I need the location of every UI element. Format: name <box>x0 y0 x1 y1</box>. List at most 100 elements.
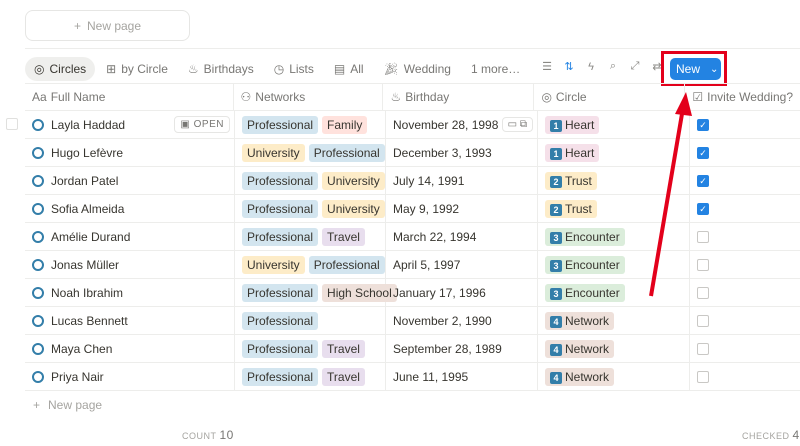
filter-icon[interactable]: ☰ <box>542 61 552 73</box>
lightning-icon[interactable]: ϟ <box>588 60 594 73</box>
settings-icon[interactable]: ⇄ <box>652 61 662 73</box>
name-cell[interactable]: Layla Haddad ▣ OPEN <box>25 111 235 138</box>
birthday-cell[interactable]: April 5, 1997 <box>386 251 538 278</box>
tab-birthdays[interactable]: ♨ Birthdays <box>187 62 254 76</box>
birthday-cell[interactable]: September 28, 1989 <box>386 335 538 362</box>
column-networks[interactable]: ⚇ Networks <box>234 84 384 110</box>
name-cell[interactable]: Jordan Patel <box>25 167 235 194</box>
networks-cell[interactable]: Professional <box>235 307 386 334</box>
name-cell[interactable]: Noah Ibrahim <box>25 279 235 306</box>
birthday-cell[interactable]: March 22, 1994 <box>386 223 538 250</box>
circle-cell[interactable]: 4 Network <box>538 307 690 334</box>
column-full-name[interactable]: Aa Full Name <box>25 84 234 110</box>
tab-wedding[interactable]: 🎉︎ Wedding <box>383 62 451 76</box>
birthday-cell[interactable]: July 14, 1991 <box>386 167 538 194</box>
tab-lists[interactable]: ◷ Lists <box>273 62 314 76</box>
name-cell[interactable]: Lucas Bennett <box>25 307 235 334</box>
tab-all[interactable]: ▤ All <box>333 62 364 76</box>
table-icon: ▤ <box>333 62 346 76</box>
invite-cell <box>690 307 800 334</box>
text-icon: Aa <box>32 90 47 104</box>
invite-checkbox[interactable] <box>697 370 709 383</box>
birthday-cell[interactable]: June 11, 1995 <box>386 363 538 390</box>
search-icon[interactable]: ⌕ <box>609 60 617 72</box>
table-row[interactable]: Jonas Müller University Professional Apri… <box>25 251 800 279</box>
circle-tag: 2 Trust <box>545 171 597 190</box>
expand-icon[interactable]: ⤢ <box>630 60 640 72</box>
networks-cell[interactable]: University Professional <box>235 251 386 278</box>
row-select-checkbox[interactable] <box>6 118 18 130</box>
name-cell[interactable]: Jonas Müller <box>25 251 235 278</box>
network-tag: High School <box>322 283 397 302</box>
network-tag: University <box>242 143 305 162</box>
circle-cell[interactable]: 3 Encounter <box>538 279 690 306</box>
circle-cell[interactable]: 3 Encounter <box>538 223 690 250</box>
table-row[interactable]: Sofia Almeida Professional University May… <box>25 195 800 223</box>
circle-cell[interactable]: 4 Network <box>538 363 690 390</box>
person-icon <box>32 286 44 299</box>
tab-by-circle[interactable]: ⊞ by Circle <box>106 62 168 76</box>
invite-checkbox[interactable] <box>697 230 709 243</box>
invite-checkbox[interactable]: ✓ <box>697 202 709 215</box>
column-invite-wedding[interactable]: ☑ Invite Wedding? <box>692 90 793 104</box>
networks-cell[interactable]: Professional University <box>235 195 386 222</box>
divider <box>25 48 800 49</box>
table-row[interactable]: Maya Chen Professional Travel September 2… <box>25 335 800 363</box>
table-row[interactable]: Layla Haddad ▣ OPEN Professional Family No… <box>25 111 800 139</box>
networks-cell[interactable]: Professional Family <box>235 111 386 138</box>
table-row[interactable]: Hugo Lefèvre University Professional Dece… <box>25 139 800 167</box>
networks-cell[interactable]: Professional Travel <box>235 335 386 362</box>
name-cell[interactable]: Sofia Almeida <box>25 195 235 222</box>
target-icon: ◎ <box>34 62 45 76</box>
circle-cell[interactable]: 2 Trust <box>538 195 690 222</box>
new-page-button[interactable]: + New page <box>25 10 190 41</box>
invite-checkbox[interactable] <box>697 258 709 271</box>
invite-checkbox[interactable] <box>697 286 709 299</box>
networks-cell[interactable]: Professional Travel <box>235 223 386 250</box>
invite-checkbox[interactable] <box>697 314 709 327</box>
circle-cell[interactable]: 1 Heart <box>538 111 690 138</box>
circle-cell[interactable]: 3 Encounter <box>538 251 690 278</box>
tab-more[interactable]: 1 more… <box>470 62 521 76</box>
invite-checkbox[interactable]: ✓ <box>697 174 709 187</box>
invite-checkbox[interactable]: ✓ <box>697 118 709 131</box>
name-cell[interactable]: Amélie Durand <box>25 223 235 250</box>
birthday-cell[interactable]: November 2, 1990 <box>386 307 538 334</box>
circle-tag: 3 Encounter <box>545 283 625 302</box>
chevron-down-icon[interactable]: ⌄ <box>710 63 719 75</box>
new-button[interactable]: New ⌄ <box>670 58 721 80</box>
invite-checkbox[interactable] <box>697 342 709 355</box>
open-button[interactable]: ▣ OPEN <box>174 116 230 133</box>
comment-icon[interactable]: ▭ ⧉ <box>501 117 533 132</box>
networks-cell[interactable]: Professional University <box>235 167 386 194</box>
table-row[interactable]: Lucas Bennett Professional November 2, 1… <box>25 307 800 335</box>
table-row[interactable]: Jordan Patel Professional University July… <box>25 167 800 195</box>
table-row[interactable]: Noah Ibrahim Professional High School Jan… <box>25 279 800 307</box>
name-cell[interactable]: Hugo Lefèvre <box>25 139 235 166</box>
add-row-button[interactable]: + New page <box>33 398 103 412</box>
networks-cell[interactable]: University Professional <box>235 139 386 166</box>
name-cell[interactable]: Maya Chen <box>25 335 235 362</box>
birthday-cell[interactable]: January 17, 1996 <box>386 279 538 306</box>
person-icon <box>32 314 44 327</box>
birthday-cell[interactable]: November 28, 1998 ▭ ⧉ <box>386 111 538 138</box>
circle-cell[interactable]: 4 Network <box>538 335 690 362</box>
tab-circles[interactable]: ◎ Circles <box>25 57 96 81</box>
person-icon <box>32 146 44 159</box>
birthday-cell[interactable]: May 9, 1992 <box>386 195 538 222</box>
invite-checkbox[interactable]: ✓ <box>697 146 709 159</box>
networks-cell[interactable]: Professional High School <box>235 279 397 306</box>
invite-cell <box>690 363 800 390</box>
circle-cell[interactable]: 1 Heart <box>538 139 690 166</box>
circle-tag: 4 Network <box>545 311 615 330</box>
sort-icon[interactable]: ⇅ <box>564 61 574 73</box>
network-tag: Professional <box>242 171 319 190</box>
table-row[interactable]: Priya Nair Professional Travel June 11, 1… <box>25 363 800 391</box>
circle-cell[interactable]: 2 Trust <box>538 167 690 194</box>
networks-cell[interactable]: Professional Travel <box>235 363 386 390</box>
person-icon <box>32 174 44 187</box>
table-row[interactable]: Amélie Durand Professional Travel March 2… <box>25 223 800 251</box>
birthday-cell[interactable]: December 3, 1993 <box>386 139 538 166</box>
name-cell[interactable]: Priya Nair <box>25 363 235 390</box>
column-birthday[interactable]: ♨ Birthday <box>383 84 535 110</box>
